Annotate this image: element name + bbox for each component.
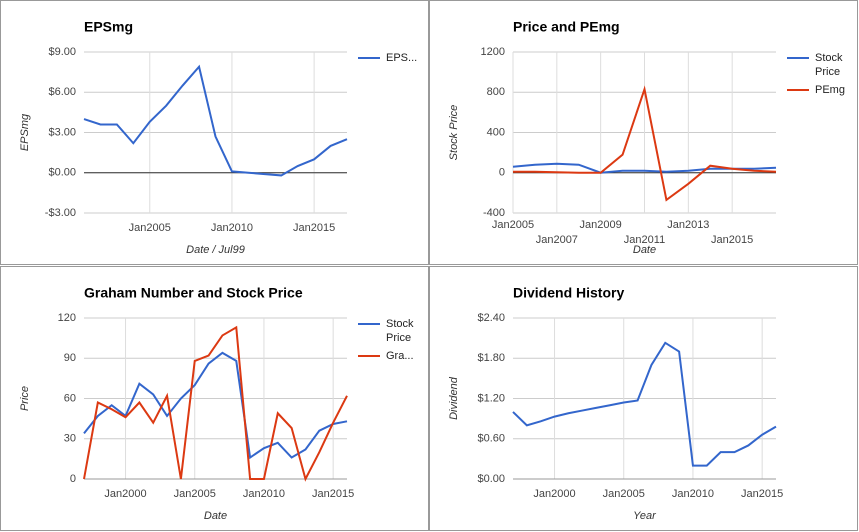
x-tick-label: Jan2009 [580, 219, 622, 231]
legend-label: Stock Price [386, 318, 414, 344]
x-tick-label: Jan2000 [533, 488, 575, 500]
y-tick-label: 1200 [481, 46, 505, 58]
y-axis-label: Stock Price [448, 105, 460, 161]
legend-label: Stock Price [815, 52, 843, 78]
y-tick-label: 30 [64, 433, 76, 445]
y-tick-label: $1.80 [477, 352, 505, 364]
y-tick-label: $2.40 [477, 312, 505, 324]
legend-label: Gra... [386, 350, 414, 362]
y-tick-label: $0.00 [477, 473, 505, 485]
panel [0, 266, 429, 531]
y-tick-label: 400 [487, 126, 505, 138]
x-axis-label: Year [633, 510, 657, 522]
legend-item: EPS... [358, 51, 422, 65]
x-tick-label: Jan2010 [243, 488, 285, 500]
y-tick-label: $9.00 [48, 46, 76, 58]
legend-swatch [787, 57, 809, 59]
y-tick-label: 60 [64, 392, 76, 404]
y-tick-label: 800 [487, 86, 505, 98]
series-line [513, 85, 777, 202]
legend-item: Stock Price [787, 51, 851, 79]
x-tick-label: Jan2005 [129, 222, 171, 234]
y-tick-label: 0 [499, 167, 505, 179]
y-tick-label: $3.00 [48, 126, 76, 138]
y-tick-label: $0.60 [477, 433, 505, 445]
x-tick-label: Jan2013 [667, 219, 709, 231]
legend-item: Gra... [358, 349, 422, 363]
y-axis-label: Price [19, 386, 31, 411]
chart-title: Dividend History [513, 285, 624, 301]
y-tick-label: 0 [70, 473, 76, 485]
x-tick-label: Jan2005 [492, 219, 534, 231]
legend-item: Stock Price [358, 317, 422, 345]
x-tick-label: Jan2015 [711, 234, 753, 246]
x-tick-label: Jan2015 [293, 222, 335, 234]
legend: EPS... [358, 51, 422, 69]
y-axis-label: EPSmg [19, 113, 31, 151]
legend: Stock Price Gra... [358, 317, 422, 367]
x-axis-label: Date / Jul99 [186, 244, 245, 256]
x-tick-label: Jan2015 [741, 488, 783, 500]
y-tick-label: 120 [58, 312, 76, 324]
y-tick-label: $0.00 [48, 167, 76, 179]
legend-swatch [358, 57, 380, 59]
x-tick-label: Jan2011 [624, 234, 665, 246]
legend-swatch [358, 323, 380, 325]
chart-title: EPSmg [84, 19, 133, 35]
legend: Stock Price PEmg [787, 51, 851, 101]
x-axis-label: Date [204, 510, 227, 522]
legend-item: PEmg [787, 83, 851, 97]
panel [429, 266, 858, 531]
x-tick-label: Jan2007 [536, 234, 578, 246]
x-tick-label: Jan2005 [603, 488, 645, 500]
x-tick-label: Jan2000 [104, 488, 146, 500]
y-tick-label: $1.20 [477, 392, 505, 404]
y-tick-label: 90 [64, 352, 76, 364]
series-line [83, 351, 348, 460]
legend-label: EPS... [386, 52, 418, 64]
x-tick-label: Jan2010 [211, 222, 253, 234]
series-line [83, 64, 348, 177]
legend-label: PEmg [815, 84, 845, 96]
panel [429, 0, 858, 265]
x-tick-label: Jan2015 [312, 488, 354, 500]
legend-swatch [787, 89, 809, 91]
series-line [512, 341, 777, 467]
x-tick-label: Jan2010 [672, 488, 714, 500]
series-line [83, 325, 348, 482]
panel [0, 0, 429, 265]
chart-title: Price and PEmg [513, 19, 620, 35]
x-axis-label: Date [633, 244, 656, 256]
x-tick-label: Jan2005 [174, 488, 216, 500]
y-tick-label: -400 [483, 207, 505, 219]
chart-title: Graham Number and Stock Price [84, 285, 303, 301]
y-tick-label: -$3.00 [45, 207, 76, 219]
y-tick-label: $6.00 [48, 86, 76, 98]
y-axis-label: Dividend [448, 376, 460, 420]
legend-swatch [358, 355, 380, 357]
